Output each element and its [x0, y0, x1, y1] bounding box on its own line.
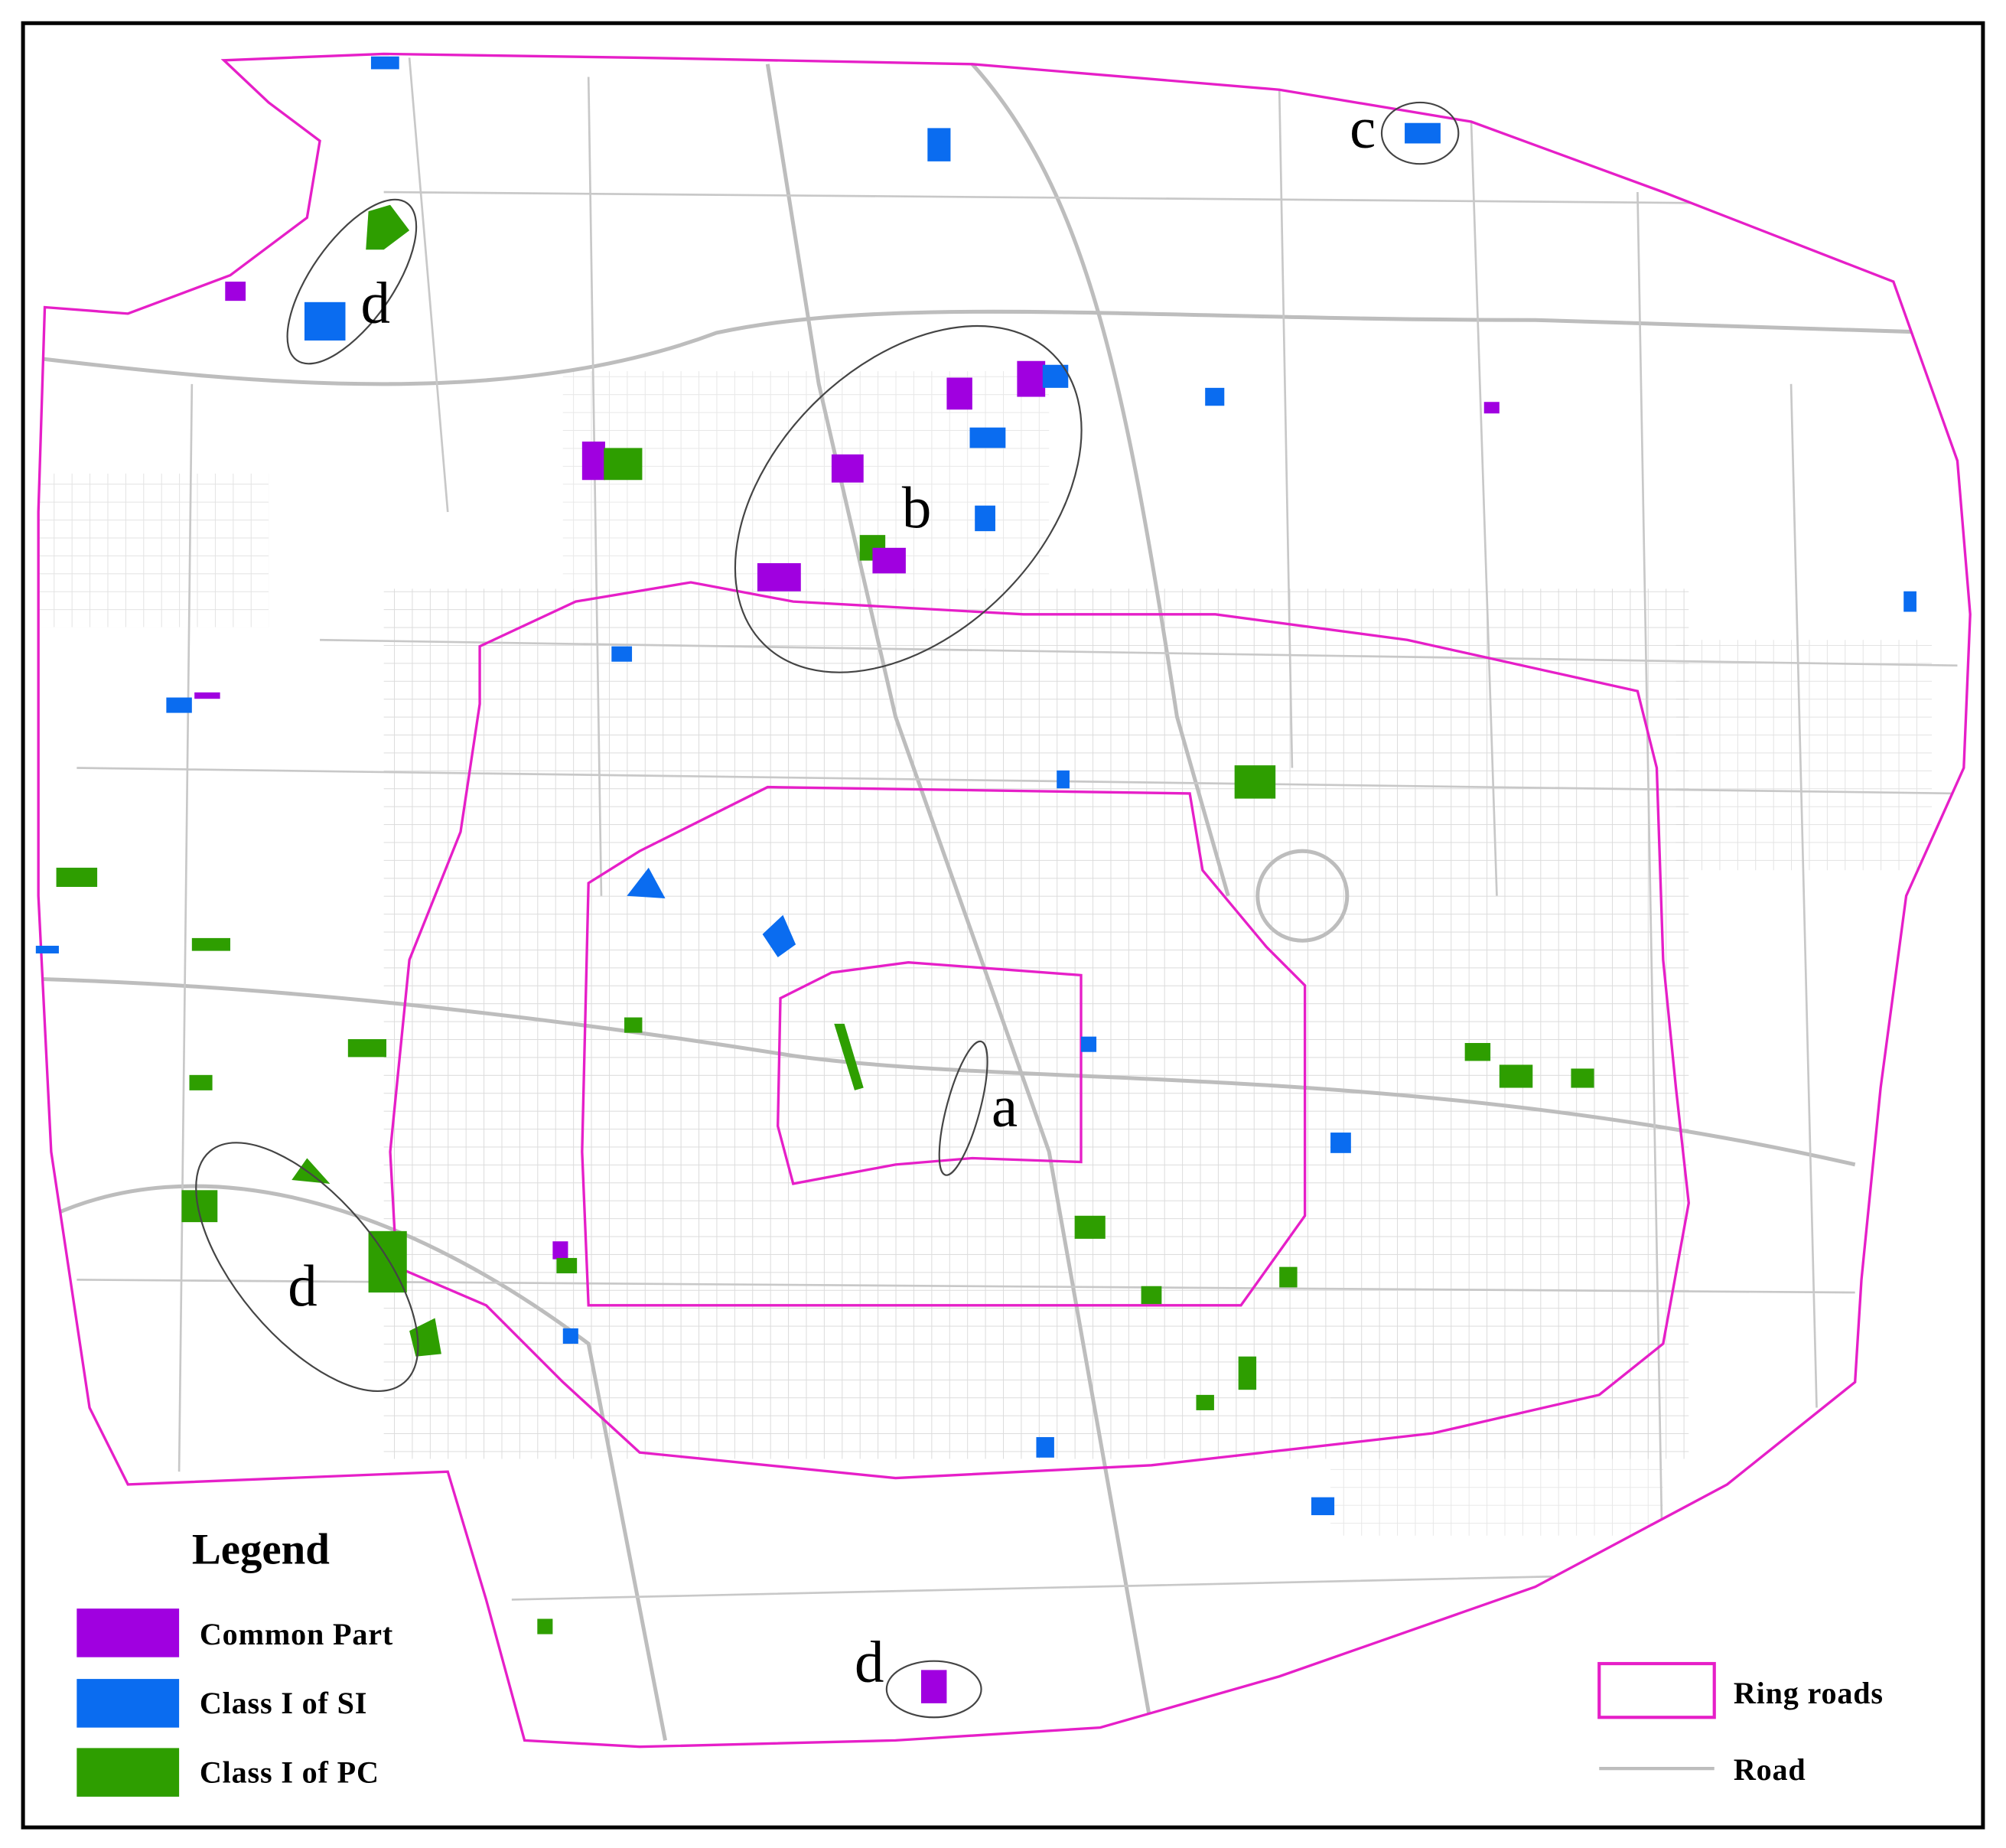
- road: [50, 1184, 668, 1741]
- si-patch: [562, 1328, 578, 1344]
- cp-patch: [872, 547, 906, 574]
- road-grid: [1675, 640, 1933, 871]
- pc-patch: [834, 1023, 864, 1090]
- pc-patch: [1571, 1068, 1594, 1088]
- si-patch: [1081, 1036, 1097, 1052]
- si-patch: [1311, 1497, 1335, 1516]
- pc-patch: [1499, 1064, 1533, 1088]
- si-patch: [1405, 122, 1441, 144]
- cp-patch: [946, 377, 972, 410]
- pc-patch: [56, 867, 98, 888]
- pc-patch: [1234, 765, 1276, 799]
- cp-patch: [225, 282, 246, 301]
- road: [38, 309, 1945, 386]
- si-patch: [1036, 1437, 1054, 1458]
- road: [38, 976, 1856, 1167]
- si-patch: [1330, 1133, 1351, 1153]
- pc-patch: [347, 1038, 387, 1058]
- cp-patch: [581, 442, 605, 481]
- road: [77, 57, 1958, 1601]
- pc-patch: [604, 448, 643, 481]
- pc-patch: [291, 1158, 331, 1184]
- annotation-label: b: [902, 474, 931, 540]
- pc-patch: [556, 1257, 578, 1274]
- road: [765, 64, 1154, 1729]
- legend-label: Ring roads: [1734, 1676, 1884, 1710]
- si-patch: [611, 646, 633, 662]
- legend-label: Class I of PC: [200, 1755, 379, 1790]
- legend-label: Class I of SI: [200, 1686, 367, 1720]
- si-patch: [1903, 591, 1916, 612]
- road: [971, 63, 1230, 897]
- legend-label: Road: [1734, 1752, 1806, 1787]
- si-patch: [35, 945, 59, 953]
- cp-patch: [194, 692, 220, 699]
- cp-patch: [1017, 360, 1046, 397]
- road-grid: [383, 588, 1689, 1459]
- legend-title: Legend: [192, 1526, 330, 1574]
- ring-roads: [37, 52, 1972, 1749]
- pc-patch: [1279, 1266, 1298, 1288]
- highlight-circle: [938, 1040, 988, 1176]
- legend-swatch: [77, 1608, 180, 1657]
- pc-patch: [366, 204, 410, 250]
- road-grid: [38, 473, 269, 627]
- si-patch: [975, 505, 995, 532]
- legend-swatch: [77, 1748, 180, 1797]
- highlight-circle: [885, 1660, 982, 1719]
- road: [1255, 849, 1350, 943]
- annotation-label: d: [855, 1628, 884, 1694]
- highlight-circle: [195, 1142, 419, 1393]
- annotation-label: c: [1350, 94, 1376, 160]
- si-patch: [1057, 770, 1070, 789]
- patches: [35, 56, 1916, 1703]
- annotation-label: d: [361, 270, 390, 336]
- si-patch: [370, 56, 399, 70]
- highlight-circle: [734, 324, 1083, 673]
- legend: Legend Common Part Class I of SI Class I…: [77, 1526, 1884, 1797]
- pc-patch: [1074, 1215, 1106, 1239]
- annotation-label: d: [288, 1253, 317, 1318]
- ring-road: [777, 960, 1083, 1185]
- si-patch: [927, 128, 951, 161]
- pc-patch: [624, 1017, 643, 1033]
- cp-patch: [552, 1241, 568, 1260]
- highlight-circle: [1380, 101, 1460, 165]
- cp-patch: [920, 1670, 947, 1703]
- highlight-circle: [286, 198, 418, 365]
- road-network: [38, 57, 1958, 1741]
- ring-road: [37, 52, 1972, 1749]
- pc-patch: [1464, 1043, 1491, 1061]
- cp-patch: [1483, 402, 1500, 414]
- si-patch: [166, 697, 192, 713]
- legend-swatch: [77, 1679, 180, 1728]
- legend-label: Common Part: [200, 1617, 393, 1651]
- pc-patch: [189, 1074, 213, 1090]
- cp-patch: [831, 454, 864, 483]
- pc-patch: [191, 937, 230, 951]
- pc-patch: [1196, 1394, 1214, 1410]
- si-patch: [627, 867, 666, 899]
- si-patch: [969, 427, 1006, 448]
- si-patch: [762, 914, 796, 957]
- annotations: d b c a d d: [195, 94, 1460, 1719]
- si-patch: [304, 301, 346, 341]
- si-patch: [1205, 387, 1225, 406]
- ring-road: [581, 785, 1307, 1307]
- pc-patch: [1238, 1356, 1257, 1390]
- pc-patch: [537, 1618, 553, 1635]
- legend-ring-swatch: [1597, 1661, 1716, 1719]
- cp-patch: [757, 562, 801, 592]
- annotation-label: a: [992, 1074, 1018, 1139]
- ring-road: [389, 581, 1690, 1480]
- pc-patch: [1141, 1286, 1162, 1305]
